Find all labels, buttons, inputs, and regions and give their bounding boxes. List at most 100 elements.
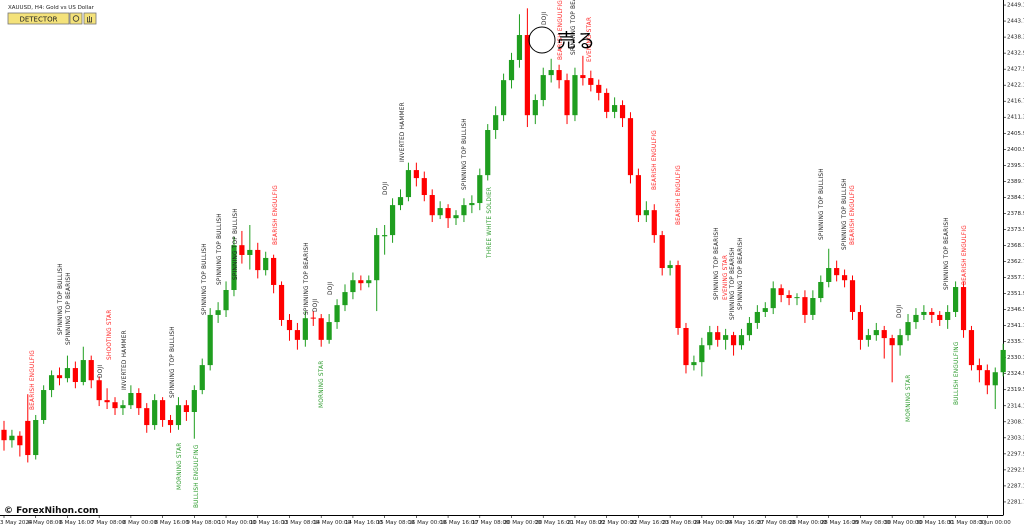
pattern-label: SPINNING TOP BULLISH: [842, 178, 848, 250]
pattern-label: SPINNING TOP BULLISH: [58, 263, 64, 335]
y-tick-label: 2400.50: [1007, 147, 1024, 153]
candle-body: [334, 305, 340, 323]
candle-body: [857, 311, 864, 340]
candle-body: [263, 257, 269, 271]
candle-body: [183, 405, 189, 412]
candle-body: [1, 429, 7, 441]
x-tick-label: 28 May 00:00: [789, 520, 827, 526]
pattern-label: BULLISH ENGULFING: [194, 444, 200, 508]
pattern-label: INVERTED HAMMER: [400, 102, 406, 162]
y-tick-label: 2287.10: [1007, 483, 1024, 489]
y-tick-label: 2351.90: [1007, 291, 1024, 297]
y-tick-label: 2432.90: [1007, 51, 1024, 57]
pattern-label: EVENING STAR: [587, 17, 593, 62]
y-tick-label: 2411.30: [1007, 115, 1024, 121]
settings-button[interactable]: [69, 12, 83, 25]
candle-body: [818, 281, 824, 299]
candle-body: [564, 80, 570, 116]
candle-body: [366, 280, 372, 284]
candle-body: [881, 330, 887, 339]
pattern-label: SPINNING TOP BULLISH: [202, 243, 208, 315]
x-tick-label: 17 May 08:00: [472, 520, 510, 526]
candle-body: [1000, 349, 1006, 373]
candle-body: [485, 130, 491, 176]
hand-button[interactable]: [83, 12, 97, 25]
candle-body: [223, 290, 229, 311]
candle-body: [651, 210, 657, 236]
x-tick-label: 3 May 2024: [0, 520, 33, 526]
x-tick-label: 22 May 16:00: [630, 520, 668, 526]
y-tick-label: 2395.10: [1007, 163, 1024, 169]
candle-body: [913, 314, 919, 323]
y-tick-label: 2303.30: [1007, 435, 1024, 441]
candle-body: [929, 311, 935, 315]
y-tick-label: 2335.70: [1007, 339, 1024, 345]
y-tick-label: 2373.50: [1007, 227, 1024, 233]
symbol: XAUUSD, H4: Gold vs US Dollar: [8, 5, 95, 11]
pattern-label: MORNING STAR: [177, 443, 183, 490]
candle-body: [588, 78, 594, 85]
candle-body: [397, 197, 404, 206]
x-tick-label: 10 May 00:00: [218, 520, 256, 526]
candle-body: [508, 59, 515, 81]
candle-body: [627, 118, 634, 176]
candle-body: [56, 375, 63, 379]
candle-body: [937, 314, 943, 320]
candle-body: [905, 322, 911, 336]
candle-body: [17, 435, 23, 446]
pattern-label: EVENING STAR: [723, 255, 729, 300]
candle-body: [524, 35, 530, 116]
candle-body: [144, 408, 150, 426]
x-tick-label: 20 May 00:00: [504, 520, 542, 526]
y-tick-label: 2308.70: [1007, 419, 1024, 425]
candle-body: [302, 318, 308, 340]
x-tick-label: 15 May 08:00: [377, 520, 415, 526]
pattern-label: BEARISH ENGULFIG: [850, 185, 856, 245]
pattern-label: SPINNING TOP BEARISH: [738, 237, 744, 310]
x-tick-label: 24 May 16:00: [726, 520, 764, 526]
x-tick-label: 14 May 16:00: [345, 520, 383, 526]
pattern-label: DOJI: [313, 299, 319, 312]
candle-body: [374, 235, 380, 281]
candle-body: [350, 280, 356, 293]
pattern-label: SPINNING TOP BEARISH: [571, 0, 577, 55]
pattern-label: BEARISH ENGULFIG: [558, 0, 564, 60]
candle-body: [643, 210, 649, 216]
candle-body: [810, 298, 816, 315]
y-tick-label: 2405.90: [1007, 131, 1024, 137]
candle-body: [294, 330, 301, 340]
y-tick-label: 2389.70: [1007, 179, 1024, 185]
candle-body: [326, 322, 332, 340]
candle-body: [548, 70, 554, 76]
y-tick-label: 2422.10: [1007, 83, 1024, 89]
y-tick-label: 2319.50: [1007, 387, 1024, 393]
candle-body: [723, 335, 729, 340]
candle-body: [96, 380, 102, 401]
candle-body: [445, 208, 451, 219]
x-tick-label: 10 May 16:00: [250, 520, 288, 526]
detector-label: DETECTOR: [19, 16, 57, 24]
y-tick-label: 2443.70: [1007, 19, 1024, 25]
y-tick-label: 2324.90: [1007, 371, 1024, 377]
candle-body: [794, 297, 800, 299]
x-tick-label: 30 May 16:00: [916, 520, 954, 526]
candle-body: [754, 311, 760, 323]
y-tick-label: 2416.70: [1007, 99, 1024, 105]
candle-body: [286, 319, 293, 331]
x-tick-label: 13 May 08:00: [281, 520, 319, 526]
x-tick-label: 20 May 16:00: [535, 520, 573, 526]
detector-button[interactable]: [7, 12, 70, 25]
candle-body: [826, 268, 832, 282]
y-tick-label: 2297.90: [1007, 451, 1024, 457]
x-tick-label: 31 May 08:00: [948, 520, 986, 526]
pattern-label: INVERTED HAMMER: [122, 330, 128, 390]
y-tick-label: 2362.70: [1007, 259, 1024, 265]
candle-body: [215, 310, 221, 315]
pattern-label: DOJI: [98, 365, 104, 378]
x-tick-label: 6 May 08:00: [28, 520, 63, 526]
candle-body: [976, 365, 982, 371]
candle-body: [191, 390, 197, 412]
candle-body: [659, 235, 665, 269]
candle-body: [612, 105, 618, 112]
